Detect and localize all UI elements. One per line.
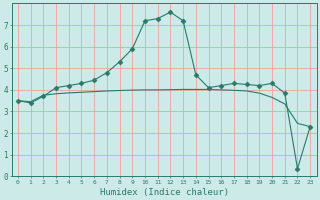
X-axis label: Humidex (Indice chaleur): Humidex (Indice chaleur)	[100, 188, 228, 197]
